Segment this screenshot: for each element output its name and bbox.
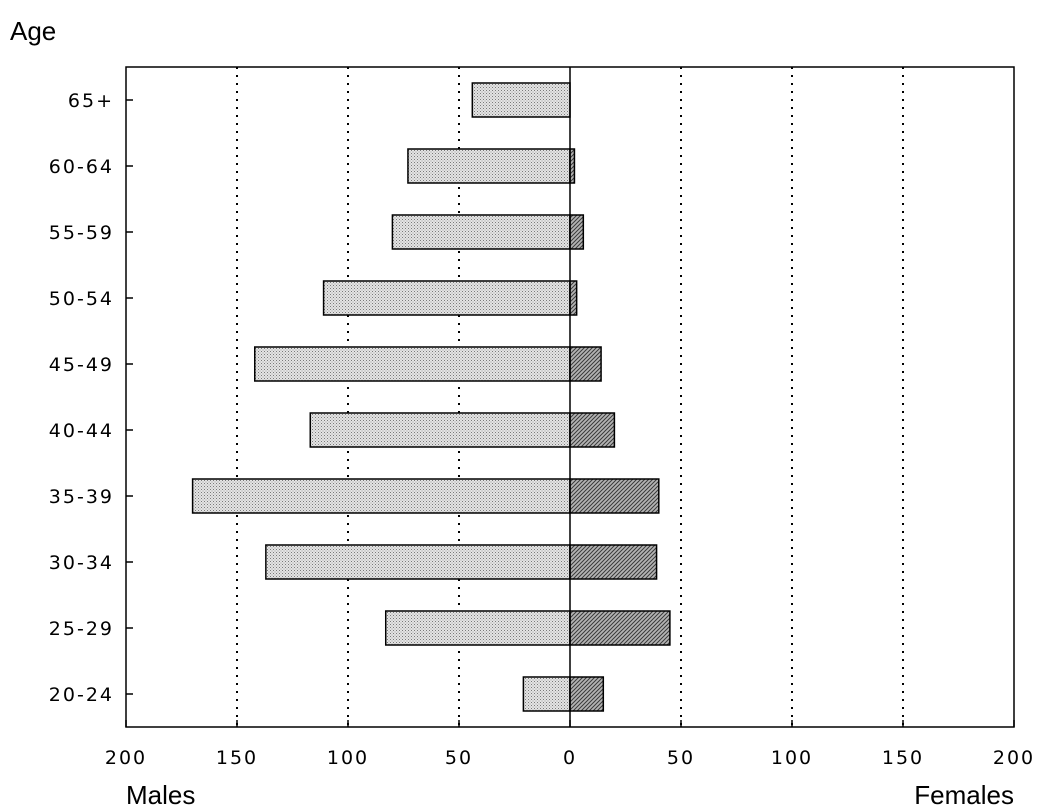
bar-males-40-44 <box>309 412 571 448</box>
bar-males-65+ <box>471 82 571 118</box>
category-label-55-59: 55-59 <box>49 222 114 244</box>
x-tick-label-5: 50 <box>667 747 695 769</box>
y-axis-title: Age <box>10 16 56 46</box>
category-label-50-54: 50-54 <box>49 288 114 310</box>
bar-males-35-39 <box>191 478 571 514</box>
bar-males-30-34 <box>265 544 571 580</box>
category-label-30-34: 30-34 <box>49 552 114 574</box>
bar-males-25-29 <box>384 610 571 646</box>
category-label-60-64: 60-64 <box>49 156 114 178</box>
bar-females-45-49 <box>569 346 602 382</box>
x-tick-label-2: 100 <box>327 747 369 769</box>
axes <box>125 67 1015 727</box>
category-label-45-49: 45-49 <box>49 354 114 376</box>
category-label-20-24: 20-24 <box>49 684 114 706</box>
bar-females-55-59 <box>569 214 585 250</box>
category-label-65+: 65+ <box>68 90 114 112</box>
bar-males-50-54 <box>322 280 571 316</box>
bar-females-35-39 <box>569 478 660 514</box>
bar-females-20-24 <box>569 676 605 712</box>
x-tick-label-0: 200 <box>105 747 147 769</box>
x-tick-label-8: 200 <box>993 747 1035 769</box>
x-tick-label-6: 100 <box>771 747 813 769</box>
bar-females-30-34 <box>569 544 658 580</box>
bar-males-45-49 <box>254 346 571 382</box>
bar-males-55-59 <box>391 214 571 250</box>
bar-females-25-29 <box>569 610 671 646</box>
bars <box>191 82 671 712</box>
bar-females-50-54 <box>569 280 578 316</box>
x-tick-label-3: 50 <box>445 747 473 769</box>
bar-males-60-64 <box>407 148 571 184</box>
x-tick-label-4: 0 <box>563 747 577 769</box>
category-label-25-29: 25-29 <box>49 618 114 640</box>
bar-females-40-44 <box>569 412 616 448</box>
x-tick-label-1: 150 <box>216 747 258 769</box>
category-label-40-44: 40-44 <box>49 420 114 442</box>
males-axis-label: Males <box>126 780 195 810</box>
labels: 65+ 60-64 55-59 50-54 45-49 40-44 35-39 30-34 25… <box>49 90 1035 769</box>
females-axis-label: Females <box>914 780 1014 810</box>
x-tick-label-7: 150 <box>882 747 924 769</box>
category-label-35-39: 35-39 <box>49 486 114 508</box>
bar-males-20-24 <box>522 676 571 712</box>
